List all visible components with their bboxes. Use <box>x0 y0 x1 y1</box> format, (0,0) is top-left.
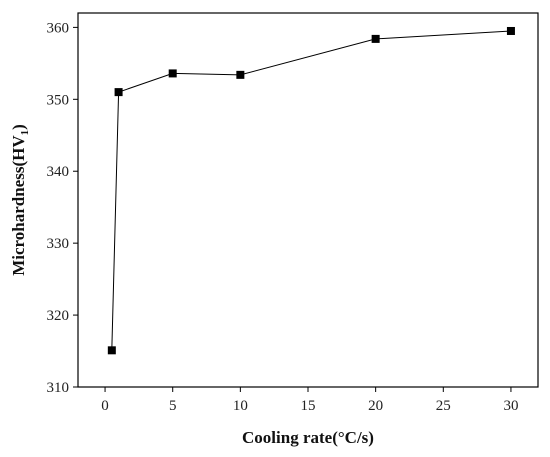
data-point <box>114 88 123 97</box>
y-axis-title-subscript: 1 <box>19 130 31 136</box>
x-tick-label: 5 <box>169 398 177 414</box>
data-point <box>371 34 380 43</box>
y-axis-title: Microhardness(HV1) <box>9 124 31 276</box>
x-tick-label: 15 <box>301 398 316 414</box>
y-axis-ticks: 310 320 330 340 350 360 <box>47 20 78 396</box>
x-axis-title: Cooling rate(°C/s) <box>242 428 374 447</box>
y-tick-label: 320 <box>47 308 70 324</box>
y-axis-title-close: ) <box>9 124 28 130</box>
y-tick-label: 330 <box>47 236 70 252</box>
y-tick-label: 340 <box>47 164 70 180</box>
data-point <box>236 70 245 79</box>
series-line <box>111 30 511 351</box>
x-tick-label: 30 <box>503 398 518 414</box>
x-axis-ticks: 0 5 10 15 20 25 30 <box>101 387 518 414</box>
x-tick-label: 0 <box>101 398 109 414</box>
y-axis-title-main: Microhardness(HV <box>9 135 28 276</box>
y-tick-label: 350 <box>47 92 70 108</box>
data-point <box>506 26 515 35</box>
y-tick-label: 310 <box>47 380 70 396</box>
data-markers <box>107 26 515 355</box>
y-tick-label: 360 <box>47 20 70 36</box>
data-point <box>168 69 177 78</box>
x-tick-label: 10 <box>233 398 248 414</box>
plot-frame <box>77 12 539 388</box>
x-tick-label: 25 <box>436 398 451 414</box>
data-point <box>107 346 116 355</box>
x-tick-label: 20 <box>368 398 383 414</box>
